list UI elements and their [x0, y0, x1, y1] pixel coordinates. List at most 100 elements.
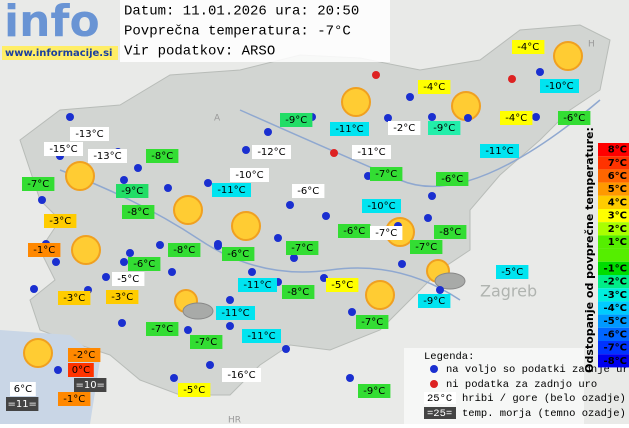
station-label-box	[106, 290, 139, 304]
legend-mountain-sample: 25°C	[427, 393, 452, 405]
scale-label: -3°C	[604, 290, 627, 301]
station-label-box	[434, 225, 467, 239]
station-dot	[168, 268, 176, 276]
scale-swatch	[598, 143, 629, 157]
station-dot	[264, 128, 272, 136]
station-label-box	[116, 184, 149, 198]
station-label-box	[68, 348, 101, 362]
station-dot	[164, 184, 172, 192]
station-label: -13°C	[93, 151, 121, 162]
station-label-box	[496, 265, 529, 279]
station-label-box	[28, 243, 61, 257]
station-label: -7°C	[195, 337, 217, 348]
station-label: -3°C	[111, 292, 133, 303]
station-label: -2°C	[393, 123, 415, 134]
station-label-box	[280, 113, 313, 127]
station-label: -9°C	[285, 115, 307, 126]
sun-icon	[365, 280, 395, 310]
station-label-box	[146, 322, 179, 336]
station-label: -15°C	[49, 144, 77, 155]
station-label: -7°C	[375, 228, 397, 239]
station-dot	[214, 240, 222, 248]
station-label-box	[330, 122, 369, 136]
scale-label: 8°C	[608, 145, 627, 156]
station-label-box	[338, 224, 371, 238]
scale-swatch	[598, 341, 629, 355]
station-dot	[118, 319, 126, 327]
station-label-box	[326, 278, 359, 292]
station-dot	[120, 258, 128, 266]
station-label-box	[558, 111, 591, 125]
station-label: -7°C	[291, 243, 313, 254]
station-label: -8°C	[151, 151, 173, 162]
sun-icon	[23, 338, 53, 368]
scale-swatch	[598, 235, 629, 249]
station-missing-dot	[372, 71, 380, 79]
legend-title: Legenda:	[424, 351, 474, 363]
scale-swatch	[598, 327, 629, 341]
station-dot	[428, 113, 436, 121]
station-dot	[102, 273, 110, 281]
station-label-box	[128, 257, 161, 271]
scale-label: 4°C	[608, 197, 627, 208]
scale-title: Odstopanje od povprečne temperature:	[583, 127, 596, 373]
station-label-box	[222, 368, 261, 382]
scale-label: 5°C	[608, 184, 627, 195]
station-label: -11°C	[357, 147, 385, 158]
station-label: -6°C	[133, 259, 155, 270]
legend-mountain: hribi / gore (belo ozadje)	[462, 393, 626, 405]
sun-icon	[71, 235, 101, 265]
station-dot	[126, 249, 134, 257]
river	[59, 169, 461, 301]
station-dot	[436, 286, 444, 294]
scale-swatch	[598, 182, 629, 196]
station-label-box	[146, 149, 179, 163]
legend-available-dot	[430, 365, 438, 373]
station-label: -11°C	[243, 280, 271, 291]
station-dot	[274, 234, 282, 242]
station-dot	[184, 326, 192, 334]
legend-available: na voljo so podatki zadnje ure	[446, 364, 629, 376]
station-label-box	[6, 397, 39, 411]
station-label-box	[178, 383, 211, 397]
sun-icon	[553, 41, 583, 71]
station-dot	[398, 260, 406, 268]
station-dot	[424, 214, 432, 222]
legend-sea: temp. morja (temno ozadje)	[462, 408, 626, 420]
station-label-box	[410, 240, 443, 254]
station-label: -10°C	[235, 170, 263, 181]
map-label: Zagreb	[480, 282, 537, 301]
station-label: -13°C	[75, 129, 103, 140]
scale-swatch	[598, 195, 629, 209]
station-label-box	[22, 177, 55, 191]
station-label-box	[58, 392, 91, 406]
scale-swatch	[598, 301, 629, 315]
scale-swatch	[598, 354, 629, 368]
station-label-box	[418, 294, 451, 308]
legend-sea-sample: =25=	[427, 408, 452, 420]
station-dot	[226, 296, 234, 304]
scale-swatch	[598, 169, 629, 183]
station-label-box	[222, 247, 255, 261]
station-label-box	[238, 278, 277, 292]
scale-label: -4°C	[604, 303, 627, 314]
scale-swatch	[598, 222, 629, 236]
station-dot	[282, 345, 290, 353]
scale-label: 6°C	[608, 171, 627, 182]
sun-icon	[231, 211, 261, 241]
station-label-box	[216, 306, 255, 320]
scale-swatch	[598, 288, 629, 302]
station-label-box	[388, 121, 421, 135]
legend-missing-dot	[430, 380, 438, 388]
station-label: -6°C	[227, 249, 249, 260]
station-dot	[30, 285, 38, 293]
station-label: -9°C	[433, 123, 455, 134]
station-label-box	[370, 226, 403, 240]
station-label-box	[418, 80, 451, 94]
header-panel	[120, 0, 390, 62]
station-label: -1°C	[33, 245, 55, 256]
logo: info	[4, 0, 100, 47]
source-line: Vir podatkov: ARSO	[124, 44, 275, 60]
station-dot	[290, 254, 298, 262]
